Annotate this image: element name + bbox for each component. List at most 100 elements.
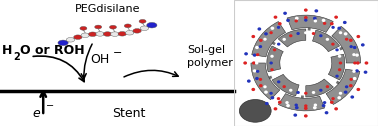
Wedge shape	[332, 26, 361, 63]
Circle shape	[295, 106, 299, 109]
Text: OH: OH	[90, 53, 109, 66]
Circle shape	[283, 111, 287, 114]
Circle shape	[314, 114, 318, 117]
Circle shape	[259, 39, 263, 42]
Text: −: −	[113, 48, 123, 58]
Wedge shape	[278, 29, 306, 47]
Circle shape	[353, 61, 356, 65]
Circle shape	[74, 35, 82, 39]
Circle shape	[296, 32, 300, 35]
Circle shape	[253, 69, 257, 73]
Circle shape	[270, 92, 273, 95]
Circle shape	[282, 38, 286, 41]
Circle shape	[110, 25, 116, 29]
Circle shape	[356, 35, 360, 38]
Circle shape	[285, 22, 289, 25]
Circle shape	[264, 90, 268, 94]
Circle shape	[289, 34, 293, 37]
Circle shape	[94, 25, 102, 29]
Circle shape	[339, 61, 342, 65]
Circle shape	[319, 89, 322, 92]
Circle shape	[350, 95, 354, 99]
Circle shape	[304, 16, 308, 19]
Wedge shape	[287, 15, 333, 33]
Circle shape	[335, 48, 339, 51]
Circle shape	[293, 114, 297, 117]
Circle shape	[293, 9, 297, 12]
Circle shape	[271, 96, 274, 99]
Circle shape	[352, 70, 356, 73]
Circle shape	[282, 85, 286, 88]
Circle shape	[344, 32, 347, 36]
Circle shape	[352, 53, 356, 56]
Wedge shape	[252, 22, 286, 57]
Circle shape	[322, 104, 325, 107]
Wedge shape	[272, 74, 299, 96]
Circle shape	[270, 68, 274, 71]
Circle shape	[277, 80, 280, 83]
Circle shape	[325, 12, 328, 15]
Circle shape	[356, 88, 360, 91]
Circle shape	[251, 88, 255, 91]
Circle shape	[326, 85, 329, 88]
Circle shape	[364, 71, 367, 74]
Wedge shape	[267, 46, 283, 72]
Circle shape	[125, 30, 134, 35]
Circle shape	[330, 22, 334, 25]
Wedge shape	[251, 63, 280, 100]
Circle shape	[265, 21, 269, 24]
Text: O or ROH: O or ROH	[20, 44, 84, 57]
Circle shape	[319, 34, 322, 37]
Circle shape	[330, 101, 334, 104]
Circle shape	[263, 38, 267, 41]
Circle shape	[312, 32, 315, 35]
Circle shape	[252, 61, 256, 65]
Circle shape	[296, 91, 300, 94]
Circle shape	[313, 106, 317, 109]
Circle shape	[81, 33, 90, 38]
Circle shape	[147, 22, 157, 28]
Circle shape	[355, 69, 359, 73]
Circle shape	[277, 43, 280, 46]
Circle shape	[322, 19, 325, 22]
Circle shape	[103, 32, 112, 36]
Circle shape	[274, 15, 277, 19]
Circle shape	[140, 26, 149, 30]
Circle shape	[331, 43, 335, 46]
Circle shape	[339, 31, 342, 34]
Circle shape	[286, 104, 290, 107]
Circle shape	[265, 102, 269, 105]
Circle shape	[334, 107, 338, 111]
Circle shape	[256, 53, 259, 56]
Circle shape	[361, 80, 365, 83]
Text: 2: 2	[13, 52, 20, 62]
Circle shape	[323, 101, 326, 104]
Circle shape	[273, 75, 276, 78]
Circle shape	[295, 17, 299, 20]
Circle shape	[343, 102, 347, 105]
Circle shape	[255, 46, 259, 49]
Circle shape	[255, 61, 259, 65]
Circle shape	[139, 19, 146, 23]
Circle shape	[349, 39, 353, 42]
Circle shape	[277, 97, 280, 100]
Circle shape	[332, 26, 335, 29]
Circle shape	[80, 26, 87, 30]
Circle shape	[263, 85, 267, 88]
Circle shape	[278, 22, 282, 25]
Circle shape	[304, 92, 308, 95]
Wedge shape	[313, 30, 339, 52]
Circle shape	[294, 20, 298, 23]
Circle shape	[257, 27, 261, 31]
Circle shape	[96, 32, 104, 36]
Circle shape	[364, 61, 368, 65]
Wedge shape	[278, 93, 325, 111]
Circle shape	[304, 114, 308, 118]
Circle shape	[323, 22, 326, 25]
Ellipse shape	[239, 100, 271, 122]
Circle shape	[304, 31, 308, 34]
Text: −: −	[46, 101, 54, 111]
Circle shape	[255, 77, 259, 80]
Circle shape	[335, 75, 339, 78]
Circle shape	[304, 19, 308, 22]
